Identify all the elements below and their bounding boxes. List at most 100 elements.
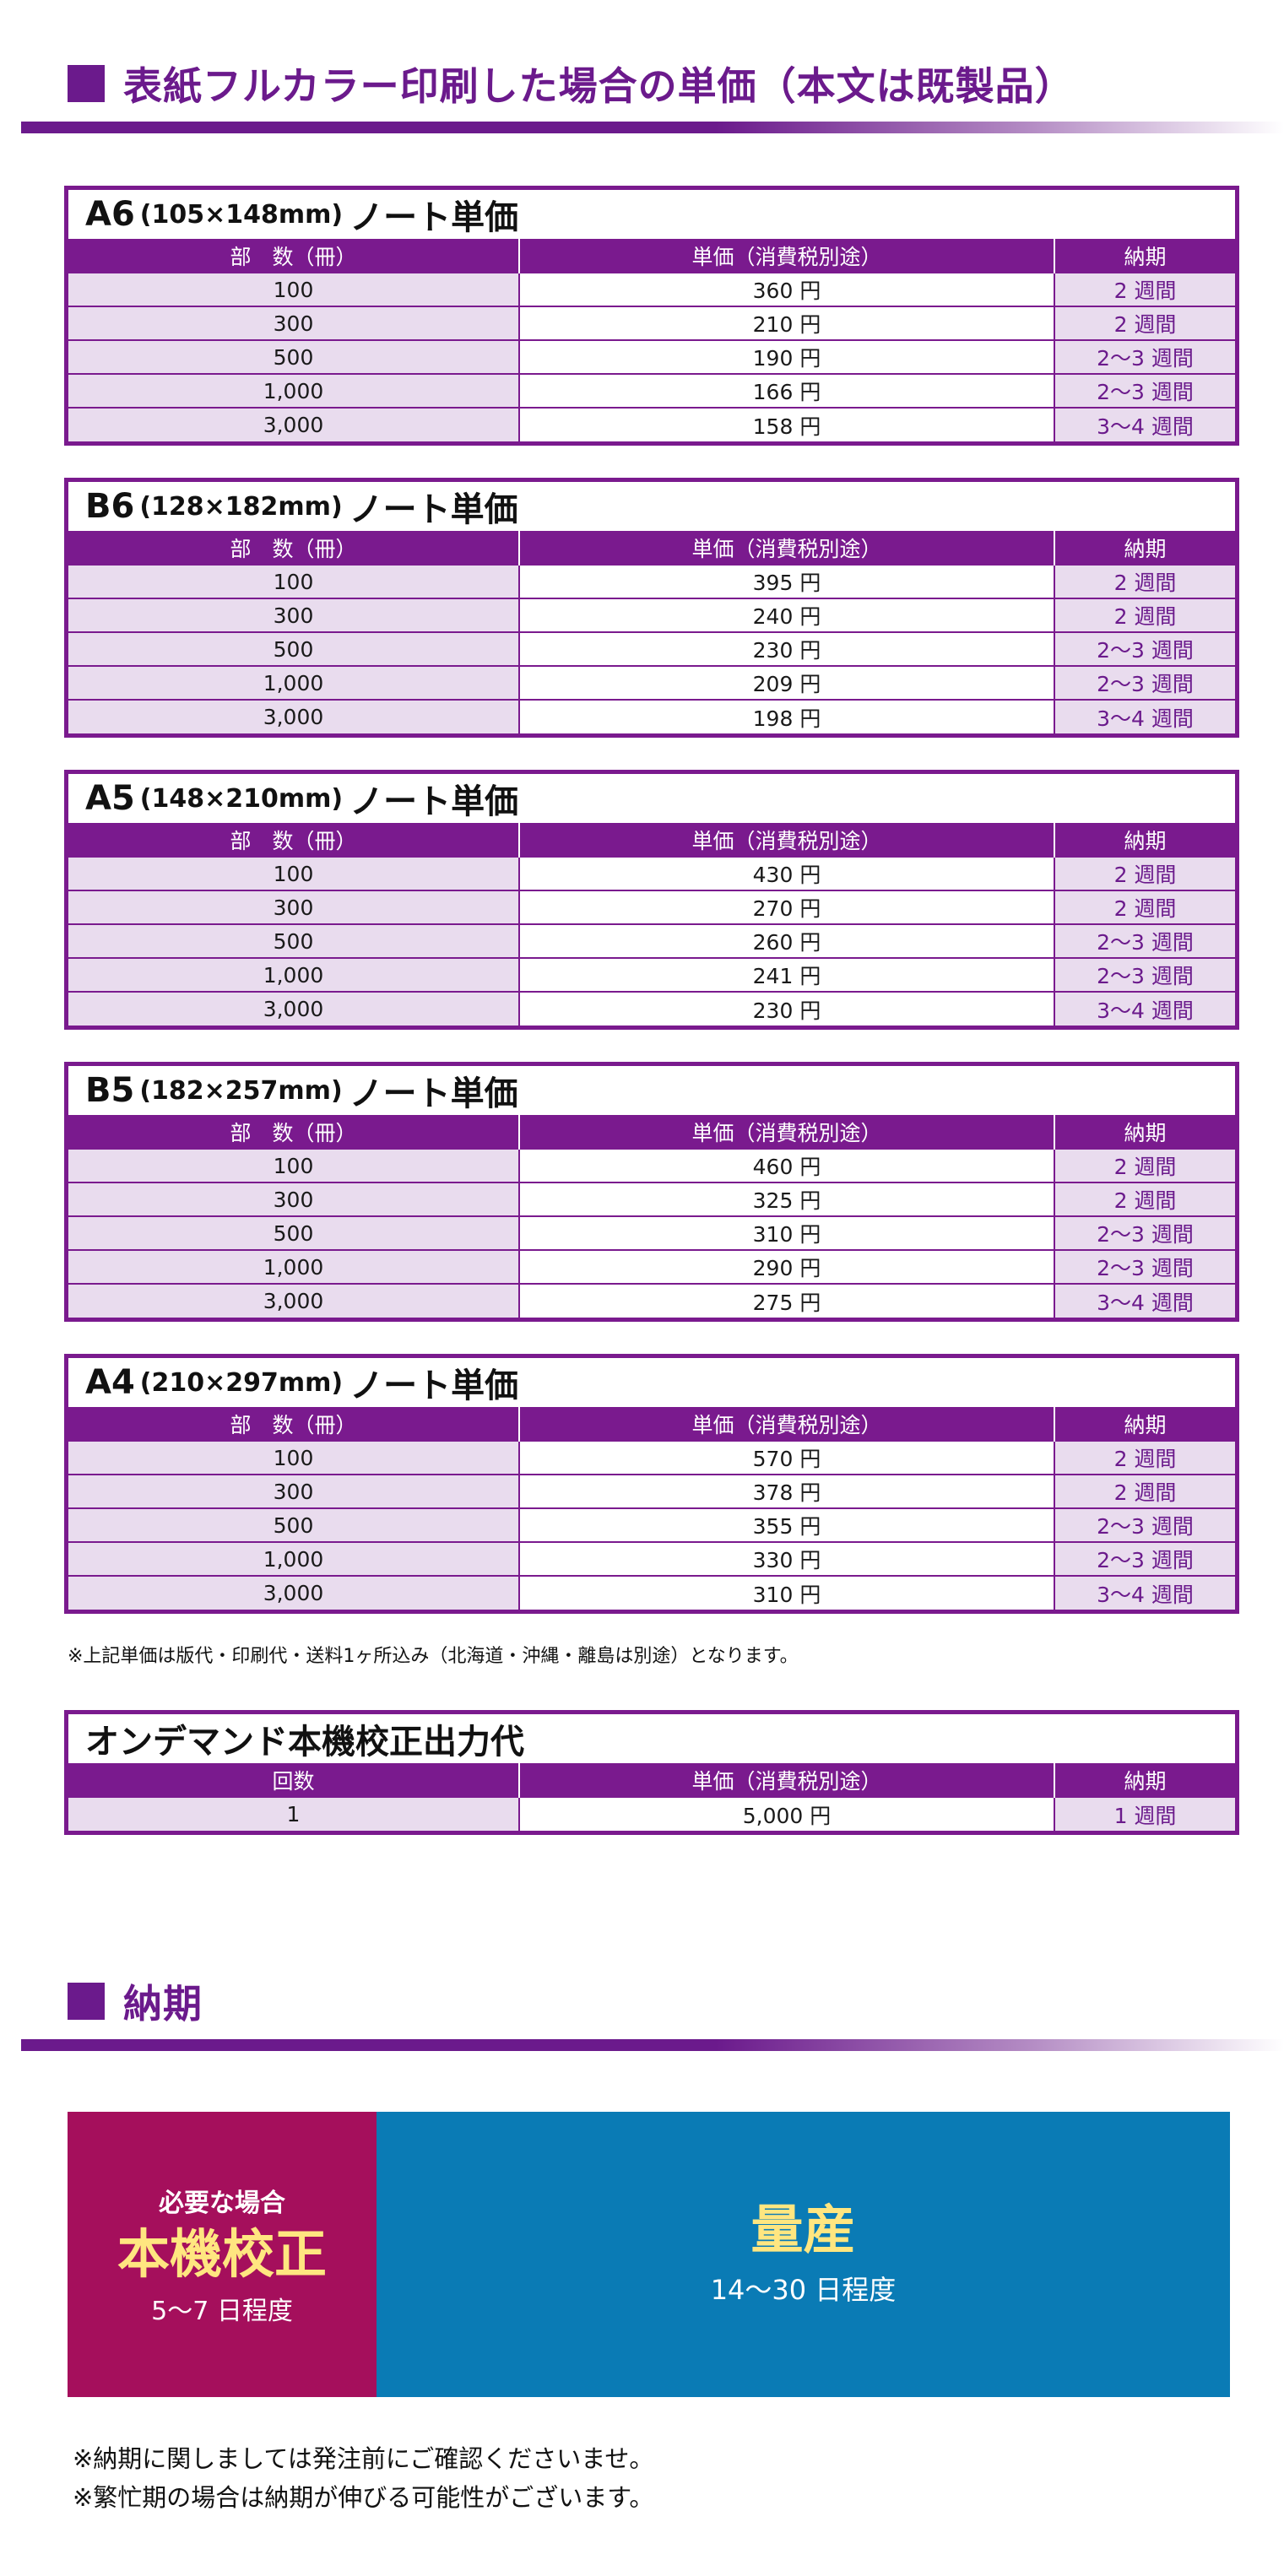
header-price: 単価（消費税別途） [519,1407,1055,1441]
cell-delivery: 2〜3 週間 [1054,665,1235,700]
cell-delivery: 2〜3 週間 [1054,1249,1235,1284]
table-row: 500 310 円 2〜3 週間 [68,1215,1235,1250]
proof-delivery-block: 必要な場合 本機校正 5〜7 日程度 [68,2112,377,2397]
header-delivery: 納期 [1054,823,1235,857]
cell-delivery: 2〜3 週間 [1054,1215,1235,1250]
table-row: 1,000 241 円 2〜3 週間 [68,957,1235,992]
cell-quantity: 1,000 [68,1541,520,1576]
cell-quantity: 3,000 [68,1575,520,1610]
header-quantity: 部 数（冊） [68,1115,520,1149]
cell-price: 240 円 [519,598,1055,632]
table-title-dimensions: (105×148mm) [139,199,344,230]
table-title-size: A4 [85,1363,135,1402]
cell-delivery: 2 週間 [1054,856,1235,890]
cell-price: 310 円 [519,1215,1055,1250]
header-quantity: 部 数（冊） [68,531,520,565]
table-row: 3,000 310 円 3〜4 週間 [68,1575,1235,1610]
cell-delivery: 2〜3 週間 [1054,957,1235,992]
cell-quantity: 100 [68,1440,520,1475]
cell-quantity: 300 [68,890,520,924]
cell-delivery: 2 週間 [1054,306,1235,340]
cell-price: 290 円 [519,1249,1055,1284]
cell-price: 395 円 [519,564,1055,598]
cell-delivery: 2〜3 週間 [1054,923,1235,958]
proof-table-title: オンデマンド本機校正出力代 [85,1723,524,1762]
header-price: 単価（消費税別途） [519,531,1055,565]
cell-price: 325 円 [519,1182,1055,1216]
header-price: 単価（消費税別途） [519,239,1055,273]
table-header-row: 部 数（冊） 単価（消費税別途） 納期 [68,239,1235,273]
cell-quantity: 1,000 [68,957,520,992]
header-quantity: 部 数（冊） [68,239,520,273]
header-count: 回数 [68,1763,520,1797]
cell-delivery: 2 週間 [1054,1182,1235,1216]
cell-quantity: 3,000 [68,991,520,1026]
cell-count: 1 [68,1796,520,1831]
header-price: 単価（消費税別途） [519,1115,1055,1149]
header-price: 単価（消費税別途） [519,823,1055,857]
footer-note: ※繁忙期の場合は納期が伸びる可能性がございます。 [73,2483,654,2512]
cell-quantity: 3,000 [68,1283,520,1318]
cell-price: 198 円 [519,699,1055,733]
production-days: 14〜30 日程度 [710,2274,897,2307]
table-title-dimensions: (210×297mm) [139,1367,344,1398]
cell-price: 158 円 [519,407,1055,441]
cell-delivery: 2〜3 週間 [1054,339,1235,374]
footer-notes: ※納期に関しましては発注前にご確認くださいませ。 ※繁忙期の場合は納期が伸びる可… [73,2439,653,2517]
cell-delivery: 2 週間 [1054,564,1235,598]
header-quantity: 部 数（冊） [68,823,520,857]
header-price: 単価（消費税別途） [519,1763,1055,1797]
section-title: 納期 [123,1981,203,2027]
cell-price: 570 円 [519,1440,1055,1475]
table-title: B5 (182×257mm) ノート単価 [68,1066,1235,1115]
table-title-name: ノート単価 [349,1074,518,1113]
cell-delivery: 2 週間 [1054,272,1235,306]
price-table-b5: B5 (182×257mm) ノート単価部 数（冊） 単価（消費税別途） 納期 100 46… [64,1062,1239,1322]
cell-delivery: 2〜3 週間 [1054,373,1235,408]
cell-delivery: 2 週間 [1054,598,1235,632]
price-table-a5: A5 (148×210mm) ノート単価部 数（冊） 単価（消費税別途） 納期 100 43… [64,770,1239,1030]
section-title-row: 表紙フルカラー印刷した場合の単価（本文は既製品） [68,54,1075,113]
table-title: B6 (128×182mm) ノート単価 [68,482,1235,531]
cell-quantity: 500 [68,339,520,374]
cell-quantity: 100 [68,856,520,890]
cell-price: 430 円 [519,856,1055,890]
cell-price: 230 円 [519,991,1055,1026]
table-title: A5 (148×210mm) ノート単価 [68,774,1235,823]
price-note: ※上記単価は版代・印刷代・送料1ヶ所込み（北海道・沖縄・離島は別途）となります。 [68,1646,799,1667]
cell-quantity: 500 [68,1215,520,1250]
header-delivery: 納期 [1054,239,1235,273]
table-title-name: ノート単価 [349,782,519,821]
cell-quantity: 300 [68,1182,520,1216]
square-bullet-icon [68,1983,105,2020]
cell-quantity: 1,000 [68,373,520,408]
cell-delivery: 2〜3 週間 [1054,1541,1235,1576]
table-row: 3,000 230 円 3〜4 週間 [68,991,1235,1026]
cell-quantity: 300 [68,1474,520,1508]
cell-delivery: 2〜3 週間 [1054,1507,1235,1542]
cell-price: 378 円 [519,1474,1055,1508]
cell-price: 209 円 [519,665,1055,700]
table-row: 3,000 275 円 3〜4 週間 [68,1283,1235,1318]
table-header-row: 部 数（冊） 単価（消費税別途） 納期 [68,823,1235,857]
proof-price-table: オンデマンド本機校正出力代 回数 単価（消費税別途） 納期 1 5,000 円 … [64,1710,1239,1835]
table-row: 500 190 円 2〜3 週間 [68,339,1235,374]
cell-quantity: 300 [68,598,520,632]
header-delivery: 納期 [1054,531,1235,565]
header-quantity: 部 数（冊） [68,1407,520,1441]
cell-delivery: 2 週間 [1054,1440,1235,1475]
section-title: 表紙フルカラー印刷した場合の単価（本文は既製品） [123,63,1075,109]
table-title: A4 (210×297mm) ノート単価 [68,1358,1235,1407]
footer-note: ※納期に関しましては発注前にご確認くださいませ。 [73,2444,654,2473]
cell-quantity: 100 [68,272,520,306]
table-row: 500 230 円 2〜3 週間 [68,631,1235,666]
proof-days: 5〜7 日程度 [151,2297,293,2327]
